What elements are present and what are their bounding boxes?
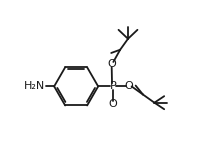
Text: H₂N: H₂N	[24, 81, 45, 91]
Text: O: O	[108, 99, 117, 109]
Text: O: O	[107, 59, 116, 69]
Text: O: O	[125, 81, 134, 91]
Text: P: P	[110, 81, 116, 91]
